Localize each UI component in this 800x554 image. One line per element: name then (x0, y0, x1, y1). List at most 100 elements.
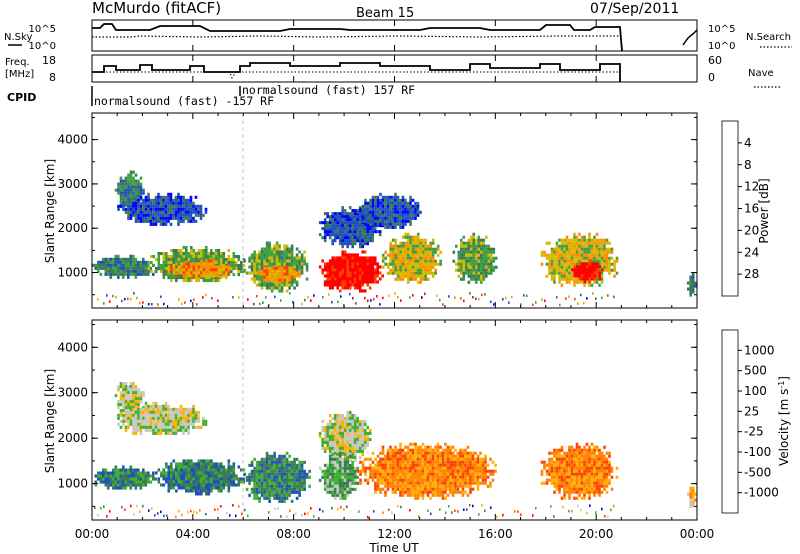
velocity-cell (169, 410, 173, 414)
power-cell (180, 268, 183, 272)
power-cell (129, 185, 133, 189)
power-cell (689, 275, 692, 279)
power-cell (467, 244, 471, 248)
velocity-cell (265, 469, 269, 473)
velocity-cell (399, 475, 402, 479)
power-cell (411, 210, 415, 214)
velocity-cell (132, 483, 135, 487)
power-cell (600, 280, 604, 284)
velocity-cell (280, 472, 284, 476)
velocity-cell (328, 463, 332, 467)
velocity-cell (346, 410, 349, 414)
power-cell (300, 262, 304, 266)
power-cell (414, 274, 417, 278)
velocity-cell (394, 451, 397, 455)
velocity-cell (328, 425, 332, 429)
velocity-cell (371, 451, 375, 455)
velocity-cell (341, 440, 344, 444)
power-cell (175, 276, 178, 280)
power-cell (462, 259, 466, 263)
velocity-cell (288, 463, 291, 467)
velocity-cell (258, 487, 261, 491)
velocity-cell (364, 466, 367, 470)
power-cell (401, 241, 405, 245)
power-cell (258, 277, 261, 281)
power-cell (374, 195, 377, 199)
velocity-cell (265, 451, 269, 455)
power-cell (326, 271, 329, 275)
power-cell (568, 265, 571, 269)
power-cell (202, 249, 206, 253)
power-cell (361, 268, 364, 272)
velocity-cell (353, 466, 357, 470)
power-cell (381, 204, 385, 208)
velocity-cell (124, 416, 128, 420)
velocity-cell (356, 466, 359, 470)
power-cell (273, 247, 276, 251)
velocity-cell (157, 419, 160, 423)
power-cell (122, 197, 125, 201)
power-cell (353, 215, 357, 219)
velocity-cell (217, 474, 221, 478)
power-cell (288, 262, 291, 266)
power-cell (305, 268, 309, 272)
power-cell (278, 275, 281, 279)
velocity-cell (341, 469, 344, 473)
nsearch-trace (92, 35, 620, 38)
velocity-cell (280, 457, 284, 461)
velocity-cell (170, 474, 173, 478)
power-cell (386, 262, 390, 266)
power-cell (575, 280, 579, 284)
power-cell (411, 204, 415, 208)
velocity-cell (124, 409, 128, 413)
velocity-cell (434, 457, 437, 461)
velocity-cell (366, 440, 369, 444)
power-cell (212, 276, 216, 280)
velocity-cell (172, 431, 175, 435)
power-cell (371, 239, 374, 243)
velocity-cell (157, 407, 160, 411)
velocity-cell (343, 455, 347, 459)
velocity-cell (353, 437, 357, 441)
velocity-cell (336, 463, 339, 467)
velocity-cell (102, 468, 105, 472)
power-data (92, 170, 697, 307)
power-cell (338, 212, 342, 216)
power-cell (255, 277, 259, 281)
velocity-cell (132, 403, 135, 407)
power-cell (363, 268, 367, 272)
power-cell (195, 268, 198, 272)
velocity-cell (386, 463, 390, 467)
velocity-data (94, 382, 697, 519)
velocity-cell (192, 468, 196, 472)
power-cell (396, 244, 400, 248)
velocity-cell (399, 451, 402, 455)
power-cell (568, 280, 571, 284)
velocity-cell (122, 397, 125, 401)
velocity-cell (177, 422, 180, 426)
velocity-cell (328, 413, 332, 417)
velocity-cell (237, 483, 241, 487)
power-cell (295, 283, 299, 287)
power-cell (414, 250, 417, 254)
power-cell (374, 222, 377, 226)
power-cell (142, 260, 145, 264)
power-cell (326, 277, 329, 281)
velocity-cell (328, 443, 332, 447)
velocity-cell (139, 477, 143, 481)
power-cell (366, 262, 369, 266)
power-cell (363, 250, 367, 254)
power-colorbar-label: 20 (744, 223, 759, 237)
power-cell (600, 259, 604, 263)
velocity-cell (381, 469, 385, 473)
power-cell (177, 258, 181, 262)
power-cell (401, 250, 405, 254)
velocity-cell (341, 434, 344, 438)
power-cell (220, 276, 223, 280)
power-cell (263, 280, 266, 284)
power-cell (144, 204, 148, 208)
velocity-cell (353, 416, 357, 420)
velocity-cell (351, 419, 354, 423)
velocity-cell (207, 477, 211, 481)
velocity-cell (411, 466, 415, 470)
